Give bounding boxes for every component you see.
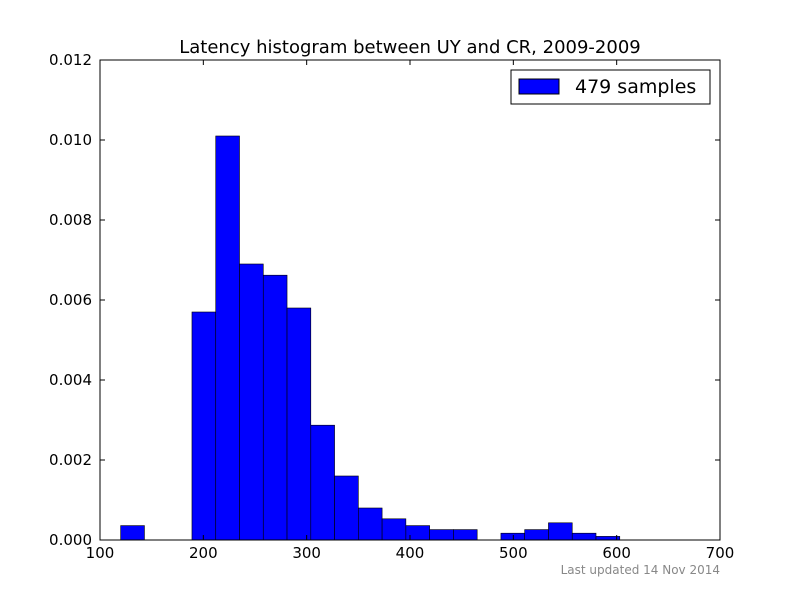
- histogram-bar: [120, 525, 145, 541]
- legend-swatch: [518, 78, 560, 95]
- axis-ticks: 100 200 300 400 500 600 700 0.000 0.002 0.004 0.00…: [49, 51, 734, 562]
- x-tick-label: 200: [189, 544, 218, 562]
- x-tick-label: 400: [396, 544, 425, 562]
- x-tick-label: 700: [706, 544, 735, 562]
- x-tick-label: 600: [602, 544, 631, 562]
- histogram-bar: [358, 507, 383, 541]
- histogram-bar: [310, 424, 335, 541]
- histogram-bar: [405, 525, 430, 541]
- x-tick-label: 100: [86, 544, 115, 562]
- y-tick-label: 0.012: [49, 51, 92, 69]
- histogram-bar: [334, 475, 359, 541]
- y-tick-label: 0.010: [49, 131, 92, 149]
- histogram-bar: [381, 518, 407, 541]
- legend-label: 479 samples: [575, 76, 696, 98]
- y-tick-label: 0.006: [49, 291, 92, 309]
- histogram-bar: [262, 274, 288, 541]
- y-tick-label: 0.002: [49, 451, 92, 469]
- chart-title: Latency histogram between UY and CR, 200…: [179, 37, 641, 58]
- histogram-bar: [453, 529, 478, 541]
- x-tick-label: 300: [292, 544, 321, 562]
- y-tick-label: 0.000: [49, 531, 92, 549]
- last-updated-note: Last updated 14 Nov 2014: [561, 563, 720, 577]
- y-tick-label: 0.008: [49, 211, 92, 229]
- x-tick-label: 500: [499, 544, 528, 562]
- histogram-bars: [120, 135, 621, 541]
- histogram-bar: [548, 522, 573, 541]
- y-tick-label: 0.004: [49, 371, 92, 389]
- histogram-bar: [500, 532, 525, 541]
- histogram-bar: [571, 532, 597, 541]
- histogram-bar: [239, 263, 264, 541]
- plot-frame: [99, 59, 721, 541]
- histogram-bar: [429, 529, 454, 541]
- histogram-bar: [524, 529, 549, 541]
- legend: 479 samples: [510, 69, 711, 105]
- histogram-bar: [191, 311, 217, 541]
- histogram-bar: [215, 135, 240, 541]
- histogram-bar: [286, 307, 312, 541]
